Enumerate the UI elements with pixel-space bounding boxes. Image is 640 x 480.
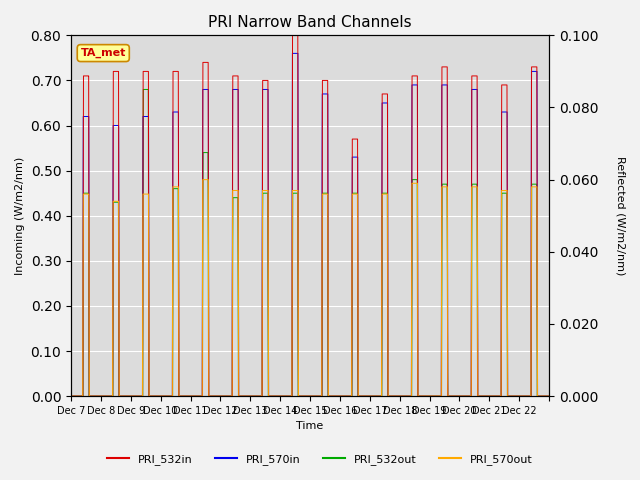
Title: PRI Narrow Band Channels: PRI Narrow Band Channels xyxy=(208,15,412,30)
Legend: PRI_532in, PRI_570in, PRI_532out, PRI_570out: PRI_532in, PRI_570in, PRI_532out, PRI_57… xyxy=(102,450,538,469)
Y-axis label: Reflected (W/m2/nm): Reflected (W/m2/nm) xyxy=(615,156,625,276)
Y-axis label: Incoming (W/m2/nm): Incoming (W/m2/nm) xyxy=(15,156,25,275)
X-axis label: Time: Time xyxy=(296,421,324,432)
Text: TA_met: TA_met xyxy=(81,48,126,58)
